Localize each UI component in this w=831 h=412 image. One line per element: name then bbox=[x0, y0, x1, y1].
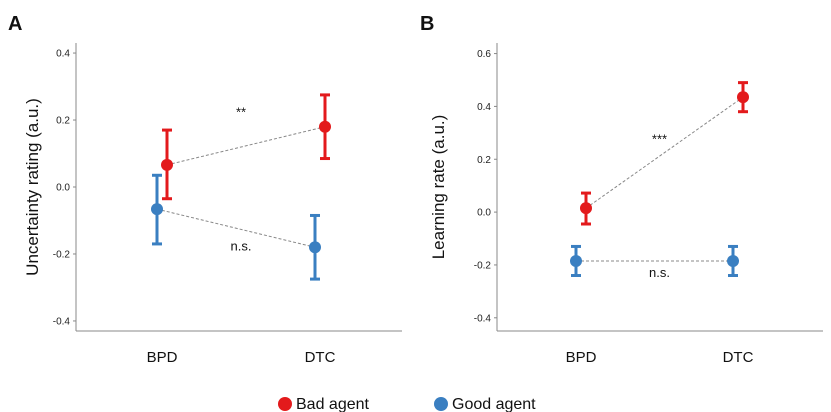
y-axis-label: Uncertainty rating (a.u.) bbox=[23, 98, 42, 276]
data-point bbox=[161, 158, 173, 171]
significance-annotation: *** bbox=[652, 131, 667, 146]
data-point bbox=[737, 91, 749, 104]
panel-label: B bbox=[420, 13, 434, 35]
panel-label: A bbox=[8, 13, 22, 35]
y-tick-label: 0.4 bbox=[477, 102, 491, 113]
x-category-label: BPD bbox=[147, 349, 178, 366]
legend-marker bbox=[434, 397, 448, 411]
series-connector bbox=[156, 208, 316, 248]
y-tick-label: 0.2 bbox=[477, 155, 491, 166]
legend: Bad agent Good agent bbox=[278, 396, 536, 412]
y-tick-label: -0.4 bbox=[53, 316, 71, 327]
y-tick-label: -0.2 bbox=[474, 260, 492, 271]
data-point bbox=[580, 202, 592, 215]
x-category-label: DTC bbox=[305, 349, 336, 366]
legend-marker bbox=[278, 397, 292, 411]
y-tick-label: -0.4 bbox=[474, 313, 492, 324]
data-point bbox=[727, 254, 739, 267]
y-tick-label: 0.6 bbox=[477, 49, 491, 60]
panel-a: A -0.4 -0.2 0.0 0.2 0.4 BPD DTC Uncertainty rati… bbox=[8, 13, 402, 366]
data-point bbox=[570, 254, 582, 267]
x-category-label: DTC bbox=[723, 349, 754, 366]
data-point bbox=[309, 241, 321, 254]
significance-annotation: n.s. bbox=[231, 239, 252, 254]
significance-annotation: ** bbox=[236, 105, 246, 120]
legend-label: Good agent bbox=[452, 396, 536, 412]
series-connector bbox=[166, 126, 326, 166]
series-connector bbox=[585, 96, 744, 209]
panel-b: B -0.4 -0.2 0.0 0.2 0.4 0.6 BPD DTC Learning rate… bbox=[420, 13, 823, 366]
y-tick-label: 0.0 bbox=[477, 208, 491, 219]
x-category-label: BPD bbox=[566, 349, 597, 366]
y-tick-label: 0.0 bbox=[56, 183, 70, 194]
y-axis-label: Learning rate (a.u.) bbox=[429, 115, 448, 260]
legend-label: Bad agent bbox=[296, 396, 370, 412]
y-tick-label: -0.2 bbox=[53, 249, 71, 260]
y-tick-label: 0.4 bbox=[56, 49, 70, 60]
significance-annotation: n.s. bbox=[649, 265, 670, 280]
y-tick-label: 0.2 bbox=[56, 116, 70, 127]
data-point bbox=[319, 120, 331, 133]
data-point bbox=[151, 203, 163, 216]
